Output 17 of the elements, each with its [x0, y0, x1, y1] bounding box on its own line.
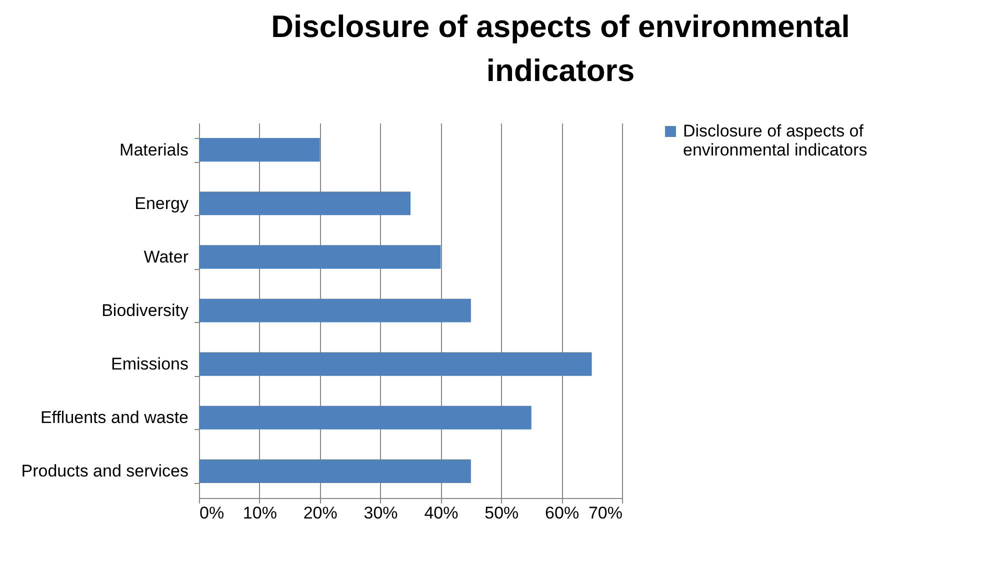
y-tick-label: Products and services: [21, 462, 188, 481]
y-tick-label: Energy: [134, 194, 189, 213]
chart-title: Disclosure of aspects of environmental indicators: [271, 9, 850, 88]
x-tick-label: 20%: [303, 504, 338, 522]
x-tick-label: 10%: [242, 504, 277, 522]
y-tick-label: Biodiversity: [102, 301, 189, 320]
legend-label: Disclosure of aspects of environmental indicators: [683, 122, 868, 160]
y-tick-label: Emissions: [111, 354, 188, 374]
y-tick-label: Water: [144, 247, 189, 266]
x-tick-label: 70%: [588, 504, 622, 522]
x-tick-label: 60%: [545, 504, 580, 522]
x-tick-label: 30%: [364, 504, 398, 522]
x-tick-label: 0%: [200, 504, 224, 522]
x-tick-label: 50%: [484, 504, 519, 522]
x-tick-label: 40%: [424, 504, 458, 522]
y-tick-label: Effluents and waste: [40, 408, 188, 428]
y-tick-label: Materials: [120, 140, 188, 160]
